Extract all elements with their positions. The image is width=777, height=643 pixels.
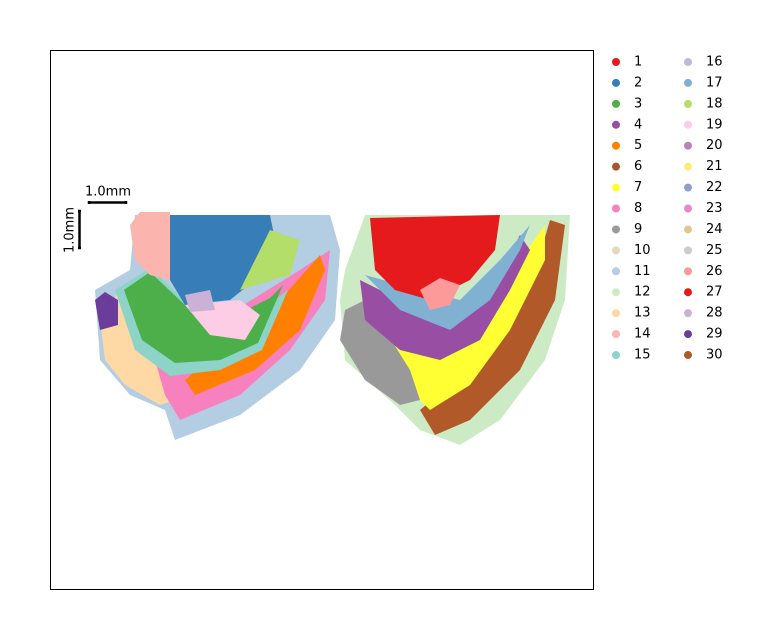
legend-label: 2 [634,75,642,90]
legend-label: 26 [706,264,723,279]
tissue-region [185,290,215,312]
legend-label: 28 [706,306,723,321]
tissue-region [370,215,500,300]
legend-marker [612,162,620,171]
legend-label: 22 [706,180,723,195]
legend-marker [684,309,692,318]
legend-label: 13 [634,306,651,321]
legend-marker [612,78,620,87]
legend-label: 17 [706,75,723,90]
legend-label: 30 [706,348,723,363]
legend-label: 18 [706,96,723,111]
legend-label: 24 [706,222,723,237]
legend-marker [612,246,620,255]
legend-marker [612,351,620,360]
scalebar-y [78,209,81,250]
legend-marker [612,309,620,318]
legend-marker [684,267,692,276]
legend-marker [612,288,620,297]
legend-marker [684,225,692,234]
legend-label: 4 [634,117,642,132]
legend-marker [684,162,692,171]
legend-label: 25 [706,243,723,258]
legend-label: 11 [634,264,651,279]
legend-label: 6 [634,159,642,174]
legend-marker [612,183,620,192]
tissue-region [130,212,170,280]
plot-frame [50,50,594,590]
legend-marker [684,141,692,150]
legend-label: 21 [706,159,723,174]
tissue [95,212,570,445]
legend-label: 14 [634,327,651,342]
legend-marker [612,267,620,276]
legend-label: 15 [634,348,651,363]
legend-label: 3 [634,96,642,111]
tissue-region [95,292,118,330]
legend-label: 29 [706,327,723,342]
tissue-region [365,225,530,330]
legend-marker [684,99,692,108]
scalebar-x-label: 1.0mm [85,185,131,200]
scalebar-x [87,201,128,204]
tissue-region [240,230,300,290]
legend-marker [684,246,692,255]
legend-label: 12 [634,285,651,300]
legend-marker [612,141,620,150]
legend-marker [684,288,692,297]
legend-label: 16 [706,55,723,70]
legend-label: 5 [634,138,642,153]
tissue-region [340,300,420,405]
legend-marker [684,204,692,213]
tissue-region [360,235,530,360]
legend-marker [612,330,620,339]
legend-label: 23 [706,201,723,216]
legend-marker [612,120,620,129]
legend-label: 19 [706,117,723,132]
legend-marker [684,330,692,339]
legend-label: 10 [634,243,651,258]
legend-label: 9 [634,222,642,237]
legend-marker [612,225,620,234]
tissue-region [375,225,545,410]
legend-marker [684,351,692,360]
legend-marker [684,58,692,66]
legend-marker [684,183,692,192]
legend-marker [684,120,692,129]
legend-label: 7 [634,180,642,195]
legend-label: 8 [634,201,642,216]
scalebar-y-label: 1.0mm [63,207,78,253]
legend-label: 20 [706,138,723,153]
legend-label: 27 [706,285,723,300]
legend-label: 1 [634,55,642,70]
legend-marker [612,58,620,66]
tissue-region [420,278,460,310]
legend: 1234567891011121314151617181920212223242… [612,55,723,363]
legend-marker [612,204,620,213]
legend-marker [612,99,620,108]
legend-marker [684,78,692,87]
